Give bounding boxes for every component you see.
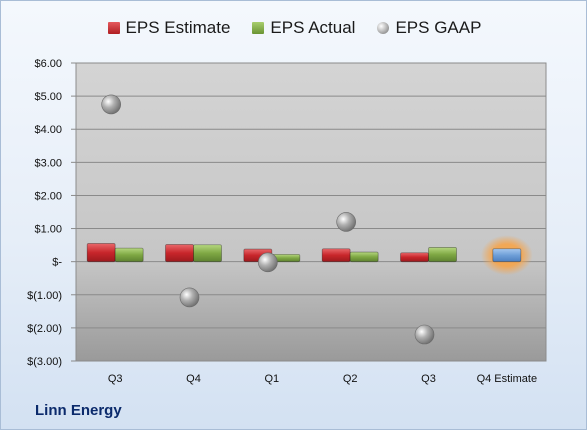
legend-swatch-eps-actual: [252, 22, 265, 34]
point-eps-gaap: [258, 252, 278, 273]
point-eps-gaap: [336, 212, 356, 232]
bar-eps-estimate: [165, 244, 194, 263]
company-name: Linn Energy: [35, 402, 122, 419]
y-tick-label: $(2.00): [27, 323, 62, 335]
y-tick-label: $-: [52, 257, 62, 269]
x-tick-label: Q3: [421, 373, 436, 385]
plot-area: [75, 62, 547, 362]
legend-item-eps-actual: EPS Actual: [252, 18, 355, 38]
bar-q4-estimate: [492, 248, 522, 263]
legend-item-eps-gaap: EPS GAAP: [377, 18, 481, 38]
point-eps-gaap: [414, 324, 435, 345]
legend-swatch-eps-estimate: [107, 22, 120, 34]
x-tick-label: Q2: [343, 373, 358, 385]
legend-swatch-eps-gaap: [377, 22, 390, 34]
y-tick-label: $6.00: [34, 58, 62, 70]
y-tick-label: $5.00: [34, 91, 62, 103]
bar-eps-actual: [114, 247, 144, 263]
x-tick-label: Q4 Estimate: [477, 373, 538, 385]
y-tick-label: $(1.00): [27, 290, 62, 302]
y-tick-label: $1.00: [34, 224, 62, 236]
point-eps-gaap: [179, 287, 200, 308]
y-tick-label: $4.00: [34, 124, 62, 136]
y-tick-label: $(3.00): [27, 356, 62, 368]
x-tick-label: Q1: [264, 373, 279, 385]
y-tick-label: $3.00: [34, 157, 62, 169]
legend-label-eps-estimate: EPS Estimate: [125, 18, 231, 37]
x-tick-label: Q3: [108, 373, 123, 385]
legend-item-eps-estimate: EPS Estimate: [107, 18, 231, 38]
y-tick-label: $2.00: [34, 190, 62, 202]
legend: EPS Estimate EPS Actual EPS GAAP: [1, 18, 587, 38]
legend-label-eps-gaap: EPS GAAP: [395, 18, 482, 37]
bar-eps-actual: [428, 247, 457, 263]
legend-label-eps-actual: EPS Actual: [270, 18, 356, 37]
x-tick-label: Q4: [186, 373, 201, 385]
bar-eps-actual: [193, 244, 222, 263]
bar-eps-actual: [349, 251, 379, 263]
bar-eps-estimate: [86, 243, 116, 263]
bar-eps-estimate: [400, 252, 429, 263]
point-eps-gaap: [101, 94, 121, 115]
bar-eps-estimate: [321, 248, 351, 263]
